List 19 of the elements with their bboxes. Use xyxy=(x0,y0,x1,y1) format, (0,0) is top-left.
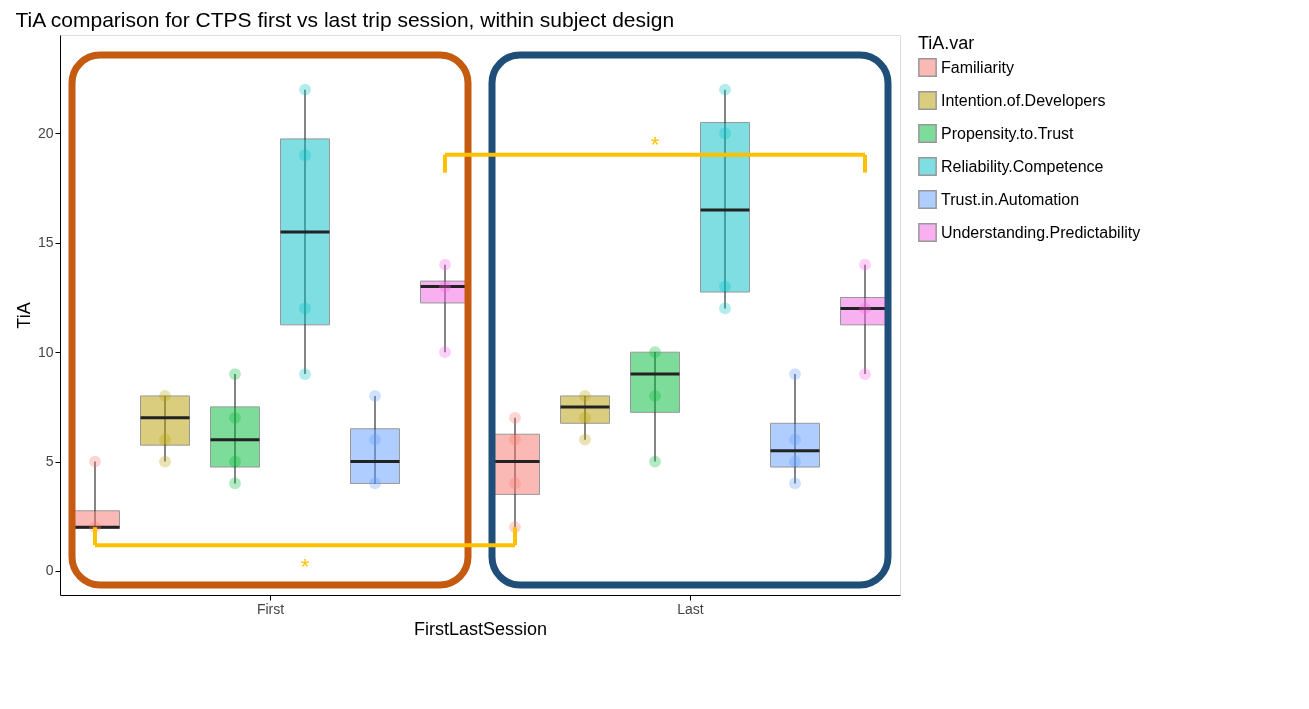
x-axis-title: FirstLastSession xyxy=(413,618,548,639)
x-tick-label: First xyxy=(256,600,285,617)
y-tick-label: 20 xyxy=(37,124,54,141)
legend-label: Understanding.Predictability xyxy=(941,223,1141,241)
x-tick-label: Last xyxy=(677,600,704,617)
legend-label: Familiarity xyxy=(941,58,1014,76)
annotation: * xyxy=(650,131,660,157)
annotation: * xyxy=(300,554,310,580)
legend-label: Propensity.to.Trust xyxy=(941,124,1075,142)
y-tick-label: 5 xyxy=(45,453,54,470)
y-axis-title: TiA xyxy=(13,302,34,329)
legend-label: Reliability.Competence xyxy=(941,157,1104,175)
chart-title: TiA comparison for CTPS first vs last trip session, within subject design xyxy=(15,8,675,31)
y-tick-label: 15 xyxy=(37,234,54,251)
y-tick-label: 10 xyxy=(37,343,54,360)
y-tick-label: 0 xyxy=(45,562,54,579)
legend-label: Trust.in.Automation xyxy=(941,190,1080,208)
legend-label: Intention.of.Developers xyxy=(941,91,1106,109)
legend-title: TiA.var xyxy=(918,33,975,53)
